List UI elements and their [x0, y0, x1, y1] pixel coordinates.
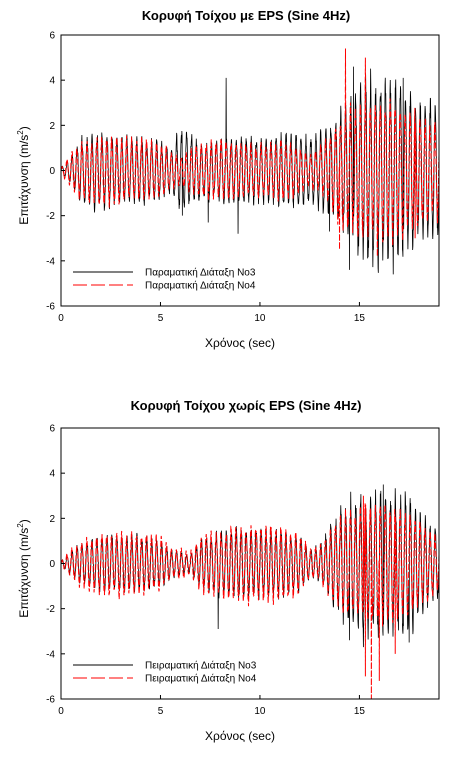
y-tick-label: 4 [49, 469, 55, 480]
y-tick-label: -2 [46, 604, 55, 615]
y-axis-label-superscript: 2 [16, 523, 25, 528]
x-tick-label: 10 [254, 313, 266, 324]
y-axis-label-main: Επιτάχυνση (m/s [17, 135, 31, 225]
y-axis-label: Επιτάχυνση (m/s2) [16, 519, 31, 618]
y-tick-label: 0 [49, 559, 55, 570]
y-tick-label: -4 [46, 649, 55, 660]
y-axis-label-superscript: 2 [16, 130, 25, 135]
y-axis-label-end: ) [17, 519, 31, 523]
series-line-2 [61, 48, 439, 257]
x-tick-label: 0 [58, 706, 64, 717]
chart-title: Κορυφή Τοίχου με EPS (Sine 4Hz) [142, 8, 350, 23]
chart-panel-1: Κορυφή Τοίχου με EPS (Sine 4Hz) -6 -4 -2 0 2 4… [16, 8, 440, 350]
legend-label-2: Παραματική Διάταξη Νο4 [145, 280, 256, 292]
x-tick-label: 15 [354, 313, 366, 324]
x-tick-label: 5 [158, 706, 164, 717]
y-tick-label: 0 [49, 166, 55, 177]
series-line-2 [61, 495, 439, 699]
y-tick-label: 6 [49, 31, 55, 42]
x-tick-label: 15 [354, 706, 366, 717]
chart-panel-2: Κορυφή Τοίχου χωρίς EPS (Sine 4Hz) -6 -4 -2… [16, 398, 440, 743]
series-group [61, 484, 439, 699]
y-tick-label: 6 [49, 424, 55, 435]
y-axis-label-end: ) [17, 126, 31, 130]
x-axis-label: Χρόνος (sec) [205, 729, 275, 743]
x-tick-label: 5 [158, 313, 164, 324]
legend-label-1: Παραματική Διάταξη Νο3 [145, 267, 256, 279]
y-tick-label: 2 [49, 514, 55, 525]
chart-title: Κορυφή Τοίχου χωρίς EPS (Sine 4Hz) [131, 398, 362, 413]
y-axis-label: Επιτάχυνση (m/s2) [16, 126, 31, 225]
x-tick-label: 10 [254, 706, 266, 717]
y-tick-label: -6 [46, 695, 55, 706]
x-tick-label: 0 [58, 313, 64, 324]
y-tick-label: 2 [49, 121, 55, 132]
x-axis-label: Χρόνος (sec) [205, 336, 275, 350]
series-group [61, 48, 439, 275]
y-tick-label: -2 [46, 211, 55, 222]
legend-label-2: Πειραματική Διάταξη Νο4 [145, 673, 257, 685]
y-tick-label: 4 [49, 76, 55, 87]
legend-label-1: Πειραματική Διάταξη Νο3 [145, 660, 257, 672]
y-tick-label: -6 [46, 302, 55, 313]
y-tick-label: -4 [46, 256, 55, 267]
y-axis-label-main: Επιτάχυνση (m/s [17, 528, 31, 618]
